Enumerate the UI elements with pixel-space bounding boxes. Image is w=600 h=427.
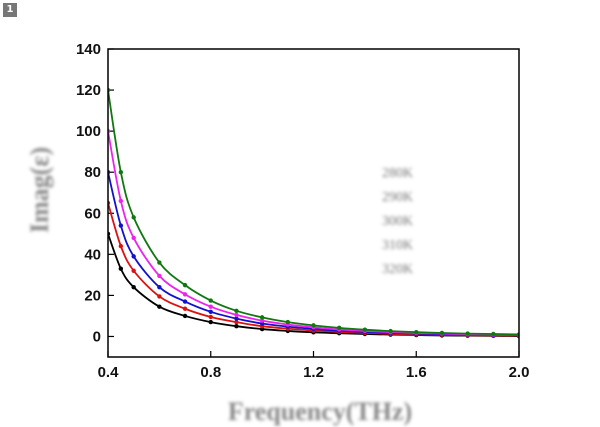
legend-label: 290K	[382, 190, 413, 205]
data-point	[208, 298, 213, 303]
data-point	[157, 294, 162, 299]
data-point	[157, 304, 162, 309]
x-tick-label: 2.0	[509, 364, 530, 381]
series-line-310K	[108, 130, 519, 336]
data-point	[182, 292, 188, 297]
y-tick-label: 120	[76, 82, 101, 99]
data-point	[131, 215, 136, 220]
series-line-320K	[108, 89, 519, 336]
series-line-290K	[108, 202, 519, 337]
data-point	[118, 170, 124, 175]
data-point	[118, 223, 124, 228]
data-point	[414, 329, 419, 335]
y-tick-label: 0	[93, 328, 101, 345]
data-point	[157, 273, 162, 279]
data-point	[118, 198, 124, 204]
y-tick-label: 40	[84, 246, 101, 263]
data-point	[439, 330, 445, 336]
x-tick-label: 0.8	[200, 364, 221, 381]
data-point	[234, 324, 239, 329]
y-tick-label: 80	[84, 164, 101, 181]
legend-label: 320K	[382, 262, 413, 277]
legend-label: 300K	[382, 214, 413, 229]
x-tick-label: 1.2	[303, 364, 324, 381]
data-point	[234, 316, 239, 321]
legend-label: 280K	[382, 166, 413, 181]
x-axis-title: Frequency(THz)	[228, 397, 412, 426]
legend-label: 310K	[382, 238, 413, 253]
data-point	[131, 268, 136, 273]
legend: 280K 290K 300K 310K 320K	[336, 166, 413, 277]
data-point	[285, 319, 291, 325]
data-point	[234, 308, 239, 313]
y-tick-label: 20	[84, 287, 101, 304]
y-axis-title: Imag(ε)	[25, 147, 54, 233]
data-point	[131, 235, 136, 241]
tick-labels: 0.4 0.8 1.2 1.6 2.0 0 20 40 60 80 100 120 140	[76, 41, 529, 381]
data-point	[157, 284, 162, 290]
data-point	[131, 254, 136, 259]
data-point	[182, 313, 188, 319]
data-point	[234, 319, 239, 325]
figure-number-badge: 1	[3, 3, 17, 17]
data-point	[259, 315, 265, 320]
watermark: 知乎 @兜兜糖豆豆	[465, 394, 590, 412]
data-point	[311, 323, 316, 328]
data-point	[208, 314, 213, 320]
data-point	[259, 318, 265, 323]
data-point	[182, 299, 188, 304]
data-point	[118, 266, 124, 271]
data-point	[208, 319, 213, 325]
data-point	[362, 327, 368, 332]
data-point	[182, 306, 188, 311]
series-group	[108, 87, 519, 339]
data-point	[131, 284, 136, 290]
data-point	[491, 331, 496, 337]
x-tick-label: 0.4	[98, 364, 120, 381]
plot-frame	[107, 48, 520, 358]
data-point	[208, 304, 213, 309]
data-point	[234, 312, 239, 318]
data-point	[388, 328, 393, 334]
data-point	[118, 243, 124, 249]
y-tick-label: 100	[76, 123, 101, 140]
data-point	[157, 260, 162, 265]
x-tick-label: 1.6	[406, 364, 427, 381]
y-tick-label: 60	[84, 205, 101, 222]
data-point	[208, 309, 213, 315]
data-point	[465, 331, 470, 336]
data-point	[336, 325, 342, 331]
data-point	[182, 282, 188, 288]
y-tick-label: 140	[76, 41, 101, 58]
